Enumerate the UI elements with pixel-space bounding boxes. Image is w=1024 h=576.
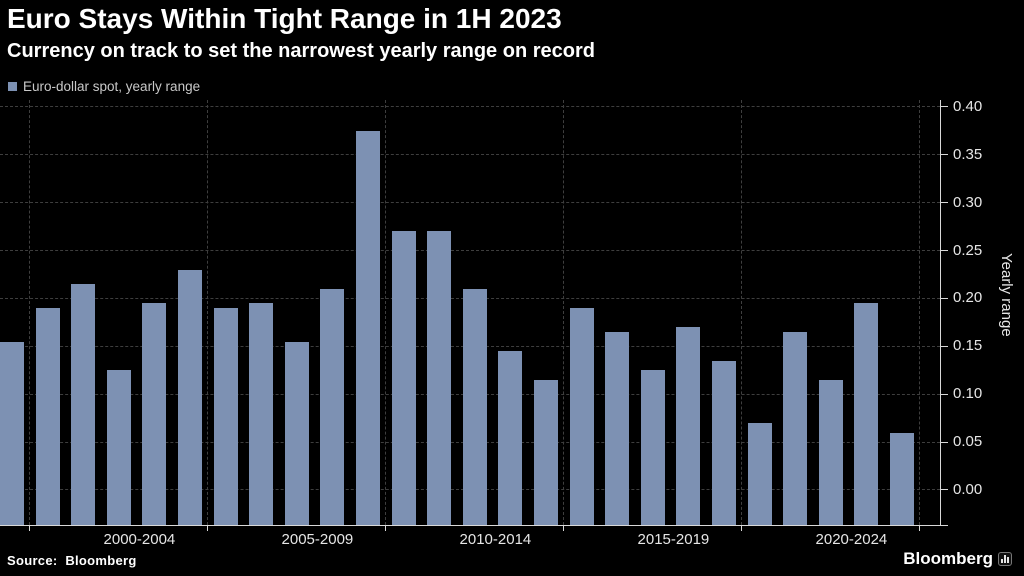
bar-2021 (818, 379, 843, 525)
y-tick (940, 393, 948, 395)
bar-2014 (569, 308, 594, 525)
y-tick (940, 441, 948, 443)
x-tick (563, 526, 565, 531)
x-tick-label: 2020-2024 (815, 531, 888, 548)
legend: Euro-dollar spot, yearly range (8, 79, 200, 94)
legend-label: Euro-dollar spot, yearly range (23, 79, 201, 94)
x-tick (919, 526, 921, 531)
y-tick-label: 0.20 (953, 289, 983, 307)
y-tick-label: 0.35 (953, 145, 983, 163)
x-tick (385, 526, 387, 531)
y-gridline (0, 154, 940, 156)
y-tick (940, 489, 948, 491)
x-gridline (919, 100, 921, 525)
y-tick (940, 202, 948, 204)
y-axis-title: Yearly range (998, 253, 1015, 337)
bar-2016 (640, 370, 665, 525)
x-axis-line (0, 525, 948, 526)
bar-2023 (890, 432, 914, 525)
y-tick-label: 0.25 (953, 241, 983, 259)
x-gridline (563, 100, 565, 525)
y-tick-label: 0.05 (953, 433, 983, 451)
y-tick (940, 154, 948, 156)
x-axis-labels: 2000-2004 2005-2009 2010-2014 2015-2019 2020… (0, 531, 948, 551)
x-tick-label: 2010-2014 (459, 531, 532, 548)
bar-2006 (284, 341, 309, 525)
y-gridline (0, 106, 940, 108)
bar-2000 (71, 284, 96, 525)
bar-2007 (320, 288, 345, 525)
y-axis-line (940, 100, 941, 526)
legend-swatch-icon (8, 82, 17, 91)
y-tick (940, 250, 948, 252)
bar-2004 (213, 308, 238, 525)
bloomberg-wordmark: Bloomberg (903, 549, 993, 568)
bar-2003 (178, 269, 202, 525)
bar-1999 (35, 308, 60, 525)
chart-title: Euro Stays Within Tight Range in 1H 2023 (7, 3, 562, 34)
x-gridline (385, 100, 387, 525)
y-tick-label: 0.40 (953, 98, 983, 115)
y-tick-label: 0.10 (953, 385, 983, 403)
bar-1998 (0, 341, 24, 525)
bar-2001 (106, 370, 131, 525)
bar-2019 (747, 422, 772, 525)
x-gridline (741, 100, 743, 525)
y-tick-label: 0.30 (953, 193, 983, 211)
plot-area: 0.00 0.05 0.10 0.15 0.20 0.25 0.30 0.35 0.40 (0, 98, 1024, 531)
source-note: Source: Bloomberg (7, 553, 137, 568)
y-gridline (0, 250, 940, 252)
x-tick-label: 2015-2019 (637, 531, 710, 548)
y-tick (940, 345, 948, 347)
bar-2012 (498, 351, 523, 525)
bar-2013 (534, 379, 558, 525)
y-tick-label: 0.00 (953, 480, 983, 498)
bar-2018 (712, 360, 736, 525)
bar-2015 (605, 331, 630, 525)
x-gridline (29, 100, 31, 525)
bar-2011 (462, 288, 487, 525)
y-tick (940, 106, 948, 108)
bar-2010 (427, 231, 452, 525)
x-tick-label: 2000-2004 (103, 531, 176, 548)
y-gridline (0, 202, 940, 204)
x-tick-label: 2005-2009 (281, 531, 354, 548)
x-tick (741, 526, 743, 531)
bar-2009 (391, 231, 416, 525)
bar-2022 (854, 303, 879, 525)
bar-2002 (142, 303, 167, 525)
bar-2020 (783, 331, 808, 525)
x-tick (29, 526, 31, 531)
chart-subtitle: Currency on track to set the narrowest y… (7, 40, 595, 62)
y-tick-label: 0.15 (953, 337, 983, 355)
bloomberg-terminal-icon (998, 552, 1012, 566)
x-gridline (207, 100, 209, 525)
y-tick (940, 297, 948, 299)
bar-2017 (676, 327, 701, 525)
bar-2008 (356, 130, 380, 525)
x-tick (207, 526, 209, 531)
bloomberg-logo: Bloomberg (903, 549, 1012, 569)
bar-2005 (249, 303, 274, 525)
